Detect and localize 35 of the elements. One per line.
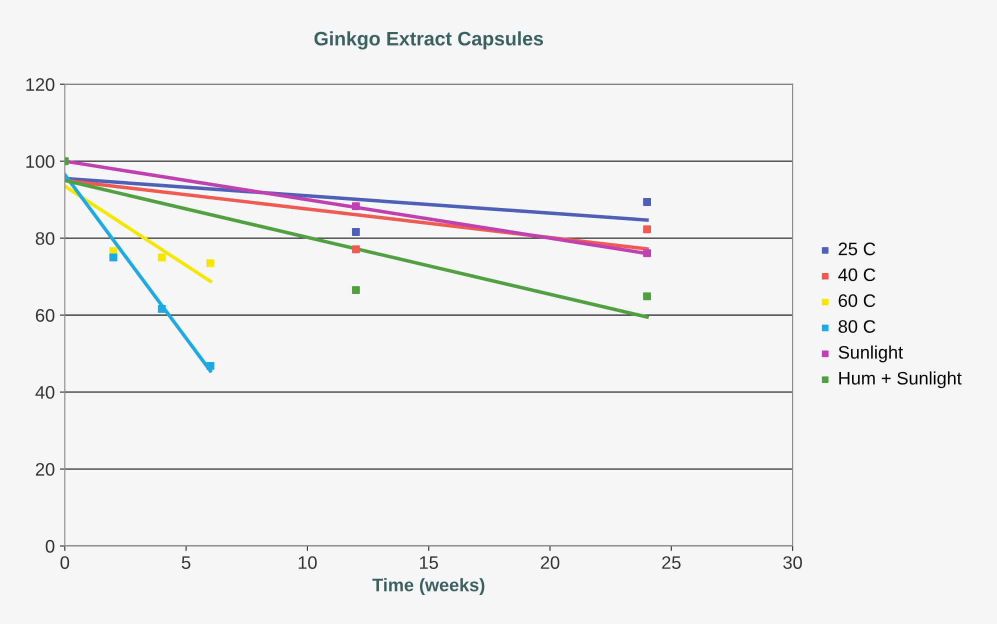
point — [352, 228, 360, 236]
x-tick-label: 0 — [60, 556, 70, 569]
x-tick-label: 30 — [783, 556, 802, 569]
y-tick-label: 0 — [46, 540, 54, 553]
y-tick-label: 80 — [36, 232, 54, 245]
point — [158, 305, 166, 313]
point — [206, 362, 214, 370]
point — [206, 259, 214, 268]
point — [158, 253, 166, 262]
point — [352, 245, 360, 254]
x-tick-label: 5 — [182, 556, 190, 569]
point — [352, 202, 360, 210]
y-tick-label: 20 — [36, 462, 54, 476]
y-tick-label: 120 — [26, 78, 54, 91]
legend-label: Hum + Sunlight — [839, 371, 962, 388]
x-axis-title: Time (weeks) — [372, 578, 484, 595]
x-tick-label: 20 — [540, 556, 560, 569]
legend-label: 60 C — [838, 294, 876, 308]
chart-title: Ginkgo Extract Capsules — [314, 31, 543, 50]
point — [352, 286, 360, 294]
legend-label: 80 C — [838, 320, 876, 333]
legend-label: 40 C — [838, 268, 876, 282]
point — [643, 292, 652, 300]
y-tick-label: 100 — [26, 155, 54, 168]
point — [109, 253, 118, 262]
x-tick-label: 25 — [662, 556, 681, 569]
point — [643, 249, 652, 258]
y-tick-label: 40 — [35, 386, 54, 399]
x-tick-label: 10 — [298, 556, 317, 569]
point — [643, 198, 652, 206]
point — [643, 225, 652, 234]
legend-label: 25 C — [838, 242, 876, 256]
y-tick-label: 60 — [36, 309, 54, 322]
x-tick-label: 15 — [420, 556, 438, 569]
legend-label: Sunlight — [838, 345, 903, 362]
